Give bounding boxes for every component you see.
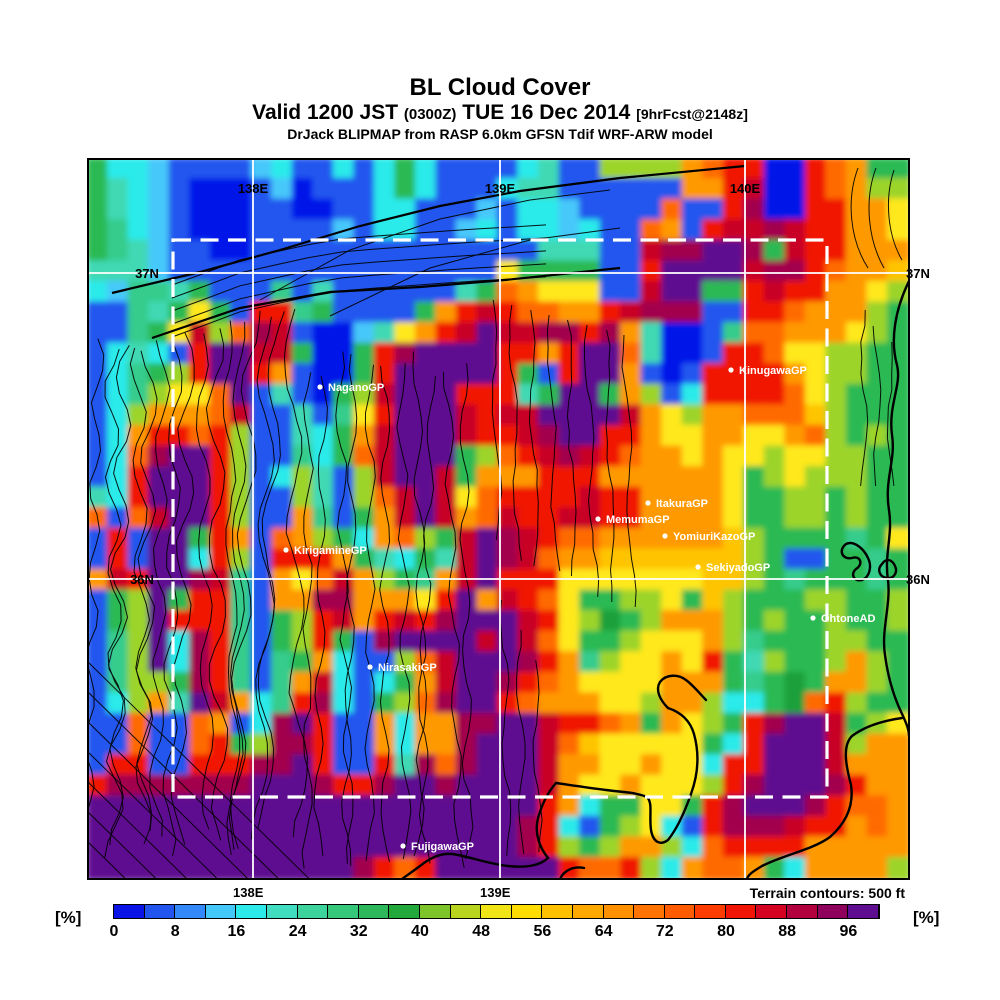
svg-text:140E: 140E	[730, 181, 761, 196]
svg-text:138E: 138E	[238, 181, 269, 196]
svg-text:36N: 36N	[130, 572, 154, 587]
svg-text:37N: 37N	[906, 266, 930, 281]
svg-text:MemumaGP: MemumaGP	[606, 514, 670, 526]
svg-text:139E: 139E	[485, 181, 516, 196]
svg-text:KinugawaGP: KinugawaGP	[739, 365, 807, 377]
svg-text:OhtoneAD: OhtoneAD	[821, 613, 875, 625]
svg-text:37N: 37N	[135, 266, 159, 281]
svg-text:ItakuraGP: ItakuraGP	[656, 498, 708, 510]
svg-text:KirigamineGP: KirigamineGP	[294, 545, 367, 557]
svg-text:SekiyadoGP: SekiyadoGP	[706, 562, 770, 574]
svg-text:FujigawaGP: FujigawaGP	[411, 841, 474, 853]
svg-text:NirasakiGP: NirasakiGP	[378, 662, 437, 674]
svg-text:NaganoGP: NaganoGP	[328, 382, 384, 394]
svg-text:36N: 36N	[906, 572, 930, 587]
svg-text:YomiuriKazoGP: YomiuriKazoGP	[673, 531, 755, 543]
